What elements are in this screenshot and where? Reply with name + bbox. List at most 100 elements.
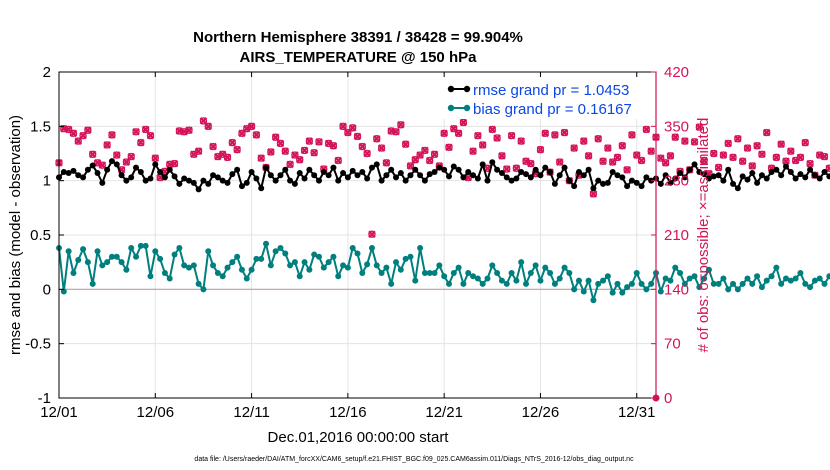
rmse-point [219,177,226,184]
bias-point [364,261,371,268]
rmse-point [782,163,789,170]
bias-point [407,253,414,260]
rmse-point [802,174,809,181]
obs-possible-marker [642,125,651,134]
bias-point [720,275,727,282]
bias-point [527,270,534,277]
obs-assimilated-marker [690,138,699,146]
bias-point [744,275,751,282]
bias-point [494,270,501,277]
obs-possible-marker [228,138,237,147]
obs-assimilated-marker [233,145,241,154]
rmse-point [749,170,756,177]
bias-point [465,270,472,277]
rmse-point [282,166,289,173]
bias-point [65,248,72,255]
rmse-point [142,177,149,184]
rmse-point [84,166,91,173]
obs-possible-marker [108,131,116,139]
obs-assimilated-marker [536,145,545,154]
rmse-point [460,174,467,181]
rmse-point [681,174,688,181]
bias-point [426,270,433,277]
x-tick-label: 12/26 [522,404,560,421]
obs-assimilated-marker [570,144,578,152]
rmse-point [60,168,67,175]
obs-possible-marker [363,149,371,158]
rmse-point [479,161,486,168]
obs-assimilated-marker [218,150,227,159]
bias-point [778,280,785,287]
rmse-point [161,174,168,181]
rmse-point [768,168,775,175]
y-tick-label: 0 [43,281,51,298]
rmse-point [364,175,371,182]
bias-point [624,284,631,291]
bias-point [190,262,197,269]
legend: rmse grand pr = 1.0453 bias grand pr = 0… [442,77,650,119]
obs-assimilated-marker [295,155,304,164]
rmse-point [185,177,192,184]
bias-point [523,280,530,287]
rmse-point [94,170,101,177]
obs-assimilated-marker [127,152,135,161]
obs-possible-marker [440,129,448,138]
bias-point [758,284,765,291]
rmse-point [267,172,274,179]
obs-assimilated-marker [498,152,506,160]
obs-assimilated-marker [719,151,728,159]
obs-assimilated-marker [247,122,256,131]
bias-point [368,245,375,252]
obs-assimilated-marker [738,157,747,166]
bias-point [787,277,794,284]
obs-possible-marker [714,163,723,172]
bias-point [340,262,347,269]
y-tick-label: 1 [43,173,51,190]
legend-bias-marker [463,104,471,112]
bias-point [681,280,688,287]
rmse-point [691,161,698,168]
bias-point [171,251,178,258]
rmse-point [181,175,188,182]
obs-possible-marker [488,125,497,134]
bias-point [248,266,255,273]
bias-point [393,259,400,266]
rmse-point [229,171,236,178]
bias-point [498,277,505,284]
rmse-series [56,158,830,193]
bias-point [441,273,448,280]
obs-possible-marker [541,129,549,138]
rmse-point [344,174,351,181]
rmse-point [65,170,72,177]
bias-point [263,240,270,247]
rmse-point [715,172,722,179]
bias-point [70,270,77,277]
rmse-point [556,172,563,179]
obs-assimilated-marker [430,150,439,159]
rmse-point [763,175,770,182]
obs-assimilated-marker [815,151,824,159]
obs-possible-marker [459,118,468,127]
obs-assimilated-marker [382,159,391,167]
bias-point [455,264,462,271]
bias-point [710,280,717,287]
bias-point [287,262,294,269]
obs-possible-marker [401,140,410,148]
rmse-point [407,172,414,179]
obs-possible-marker [416,151,424,159]
bias-point [797,270,804,277]
obs-assimilated-marker [445,143,453,152]
rmse-point [734,185,741,192]
rmse-point [397,170,404,177]
obs-assimilated-marker [363,149,371,158]
bias-point [84,259,91,266]
rmse-point [619,174,626,181]
rmse-point [359,168,366,175]
obs-assimilated-marker [584,152,593,160]
bias-point [508,270,515,277]
bias-point [181,262,188,269]
obs-assimilated-marker [190,150,198,159]
obs-possible-marker [454,129,463,138]
bias-point [614,280,621,287]
obs-assimilated-marker [372,134,381,143]
